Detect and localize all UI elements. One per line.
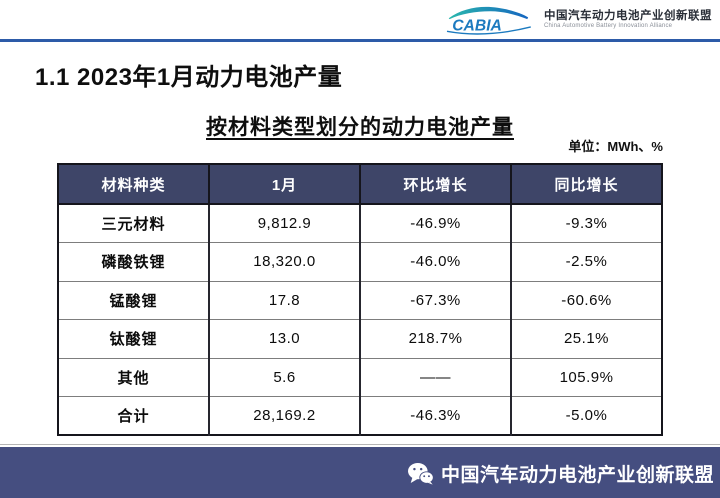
- table-cell: 锰酸锂: [58, 280, 209, 320]
- table-row: 钛酸锂 13.0 218.7% 25.1%: [58, 319, 662, 358]
- table-cell: 三元材料: [58, 203, 209, 243]
- table-row: 其他 5.6 —— 105.9%: [58, 357, 662, 397]
- table-cell: -46.3%: [359, 396, 511, 435]
- footer-divider: [0, 444, 720, 445]
- table-cell: -5.0%: [510, 396, 662, 435]
- logo-brand-text: CABIA: [452, 17, 502, 34]
- table-cell: -60.6%: [510, 280, 662, 320]
- table-cell: 28,169.2: [208, 396, 360, 435]
- table-cell: 其他: [58, 357, 209, 397]
- table-cell: -67.3%: [359, 280, 511, 320]
- table-header-row: 材料种类 1月 环比增长 同比增长: [58, 164, 662, 204]
- table-cell: -46.9%: [359, 203, 511, 243]
- car-silhouette-shape: [448, 6, 529, 20]
- table-row: 锰酸锂 17.8 -67.3% -60.6%: [58, 280, 662, 320]
- table-cell: 25.1%: [510, 319, 662, 358]
- logo-names: 中国汽车动力电池产业创新联盟 China Automotive Battery …: [544, 10, 712, 30]
- table-cell: ——: [359, 357, 511, 397]
- wechat-icon: [407, 462, 434, 485]
- table-cell: -46.0%: [359, 242, 511, 281]
- table-row: 三元材料 9,812.9 -46.9% -9.3%: [58, 203, 662, 243]
- table-title: 按材料类型划分的动力电池产量: [206, 116, 514, 139]
- table-cell: -2.5%: [510, 242, 662, 281]
- logo-org-name-en: China Automotive Battery Innovation Alli…: [544, 23, 673, 30]
- column-header-january: 1月: [208, 164, 360, 204]
- footer-org-name: 中国汽车动力电池产业创新联盟: [440, 465, 714, 486]
- logo-org-name-cn: 中国汽车动力电池产业创新联盟: [544, 9, 712, 22]
- cabia-logo-mark-icon: CABIA: [446, 6, 531, 35]
- table-cell: 18,320.0: [208, 242, 360, 281]
- page-title: 1.1 2023年1月动力电池产量: [35, 64, 343, 91]
- footer-bar: 中国汽车动力电池产业创新联盟: [0, 447, 720, 498]
- table-cell: 合计: [58, 396, 209, 435]
- table-cell: 钛酸锂: [58, 319, 209, 358]
- column-header-mom-growth: 环比增长: [359, 164, 511, 204]
- table-cell: 5.6: [208, 357, 360, 397]
- table-row: 磷酸铁锂 18,320.0 -46.0% -2.5%: [58, 242, 662, 281]
- unit-label: 单位：MWh、%: [568, 139, 663, 154]
- column-header-material-type: 材料种类: [58, 164, 209, 204]
- table-cell: 磷酸铁锂: [58, 242, 209, 281]
- logo-swoosh-shape: [446, 26, 531, 35]
- table-cell: 13.0: [208, 319, 360, 358]
- header-divider: [0, 39, 720, 42]
- cabia-logo: CABIA 中国汽车动力电池产业创新联盟 China Automotive Ba…: [440, 4, 712, 36]
- column-header-yoy-growth: 同比增长: [510, 164, 662, 204]
- table-cell: 17.8: [208, 280, 360, 320]
- battery-production-table: 材料种类 1月 环比增长 同比增长 三元材料 9,812.9 -46.9% -9…: [57, 163, 663, 436]
- table-cell: 105.9%: [510, 357, 662, 397]
- table-cell: -9.3%: [510, 203, 662, 243]
- table-cell: 218.7%: [359, 319, 511, 358]
- table-row: 合计 28,169.2 -46.3% -5.0%: [58, 396, 662, 435]
- table-cell: 9,812.9: [208, 203, 360, 243]
